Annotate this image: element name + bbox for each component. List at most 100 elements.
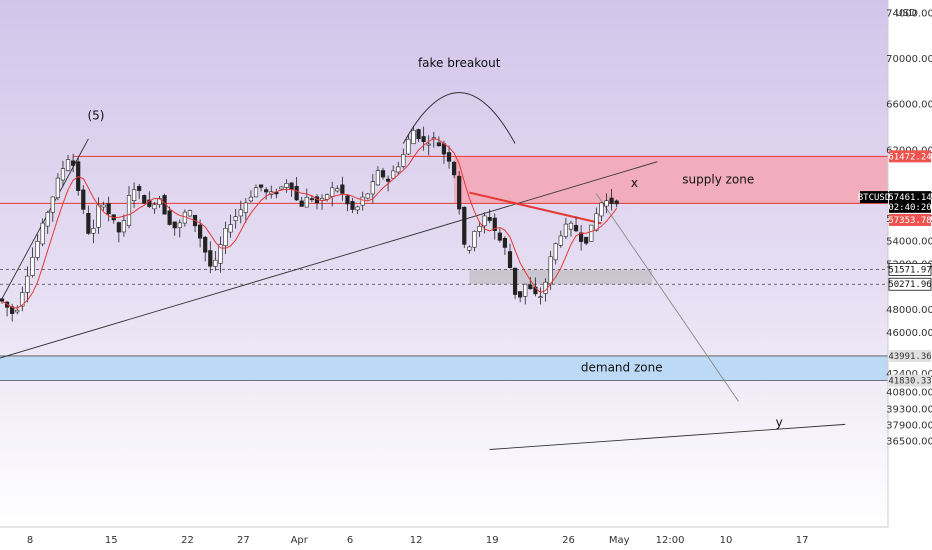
candle bbox=[355, 205, 360, 214]
candle bbox=[396, 161, 401, 176]
candle bbox=[589, 224, 594, 242]
candle bbox=[253, 184, 259, 198]
candle bbox=[264, 187, 269, 200]
date-tick: 15 bbox=[105, 535, 118, 546]
moving-average-line bbox=[1, 138, 618, 309]
candle bbox=[319, 194, 325, 210]
candle bbox=[563, 217, 568, 240]
candle bbox=[274, 188, 279, 199]
candle-body bbox=[177, 222, 182, 229]
candle-body bbox=[152, 204, 157, 210]
date-tick: 10 bbox=[720, 535, 733, 546]
trendline-long-trend[interactable] bbox=[0, 161, 658, 361]
candle bbox=[472, 230, 477, 252]
candle-body bbox=[604, 200, 609, 207]
candle bbox=[20, 286, 25, 312]
candle bbox=[71, 153, 76, 173]
candle-body bbox=[309, 198, 314, 201]
candle bbox=[147, 191, 152, 209]
candle bbox=[502, 236, 508, 255]
candle-body bbox=[289, 182, 294, 190]
price-tag-level: 50271.96 bbox=[888, 277, 932, 291]
candle-body bbox=[543, 281, 548, 294]
candle-body bbox=[375, 170, 381, 186]
candle bbox=[507, 243, 513, 269]
candle-body bbox=[512, 267, 518, 295]
candle bbox=[360, 191, 365, 211]
candle-body bbox=[264, 189, 269, 193]
candle-body bbox=[96, 204, 101, 228]
candle bbox=[512, 267, 518, 300]
currency-label: USD bbox=[895, 8, 917, 19]
candle bbox=[573, 216, 579, 232]
candle bbox=[233, 208, 238, 229]
candle-body bbox=[614, 200, 619, 205]
price-tick: 40800.00 bbox=[886, 387, 932, 398]
candle-body bbox=[472, 231, 477, 248]
candle bbox=[614, 199, 619, 208]
candle bbox=[406, 134, 411, 155]
price-tag-text: 51571.97 bbox=[888, 265, 931, 275]
demand-zone-label: demand zone bbox=[581, 360, 663, 374]
candle-body bbox=[507, 251, 513, 268]
candle bbox=[304, 188, 309, 208]
supply-zone[interactable] bbox=[454, 156, 888, 204]
candle-body bbox=[243, 202, 248, 213]
price-tick: 46000.00 bbox=[886, 328, 932, 339]
candle bbox=[167, 206, 172, 226]
candle-body bbox=[10, 306, 15, 314]
date-tick: 8 bbox=[27, 535, 33, 546]
candle bbox=[177, 219, 182, 238]
candle-body bbox=[319, 198, 325, 201]
candle bbox=[609, 188, 614, 211]
candle bbox=[340, 176, 345, 201]
candle-body bbox=[584, 236, 589, 244]
candle-body bbox=[558, 235, 563, 246]
candle-body bbox=[258, 184, 264, 188]
candle-body bbox=[355, 206, 360, 211]
trendline-resistance[interactable] bbox=[469, 191, 602, 225]
wave-5-label: (5) bbox=[87, 108, 104, 122]
candle-body bbox=[35, 241, 40, 258]
candle bbox=[152, 201, 157, 214]
candle-body bbox=[609, 197, 614, 204]
price-tick: 39300.00 bbox=[886, 405, 932, 416]
candle-body bbox=[121, 220, 127, 233]
candle-body bbox=[538, 296, 543, 298]
candle-body bbox=[441, 143, 447, 155]
price-tag-level: 51571.97 bbox=[888, 262, 932, 276]
candle bbox=[213, 251, 218, 271]
price-tag-text: 57461.14 bbox=[888, 193, 931, 203]
price-tag-bg bbox=[889, 150, 931, 163]
candle bbox=[248, 190, 254, 203]
price-tick: 70000.00 bbox=[886, 54, 932, 65]
candle bbox=[446, 145, 452, 169]
candle bbox=[365, 193, 370, 200]
candle bbox=[518, 291, 523, 303]
candle-body bbox=[228, 224, 233, 233]
demand-zone[interactable] bbox=[0, 355, 888, 381]
candle-body bbox=[238, 209, 243, 217]
candle bbox=[558, 230, 563, 248]
candle-body bbox=[523, 283, 528, 297]
candle-body bbox=[462, 206, 467, 245]
candle-body bbox=[487, 217, 492, 221]
candle bbox=[452, 160, 457, 179]
candle bbox=[137, 183, 142, 200]
candle bbox=[198, 219, 203, 248]
candle bbox=[243, 198, 248, 223]
candle-body bbox=[233, 216, 238, 221]
candle-body bbox=[55, 177, 60, 199]
candle bbox=[172, 221, 177, 236]
candle-body bbox=[391, 170, 396, 179]
candle-body bbox=[203, 236, 208, 253]
trendline-projection[interactable] bbox=[595, 193, 739, 402]
candle bbox=[208, 241, 213, 274]
candle bbox=[91, 219, 96, 244]
candle bbox=[416, 128, 421, 142]
candle-body bbox=[421, 136, 426, 143]
candle-body bbox=[380, 170, 386, 178]
trendline-bottom-trend[interactable] bbox=[489, 423, 846, 450]
candle-body bbox=[528, 284, 533, 290]
